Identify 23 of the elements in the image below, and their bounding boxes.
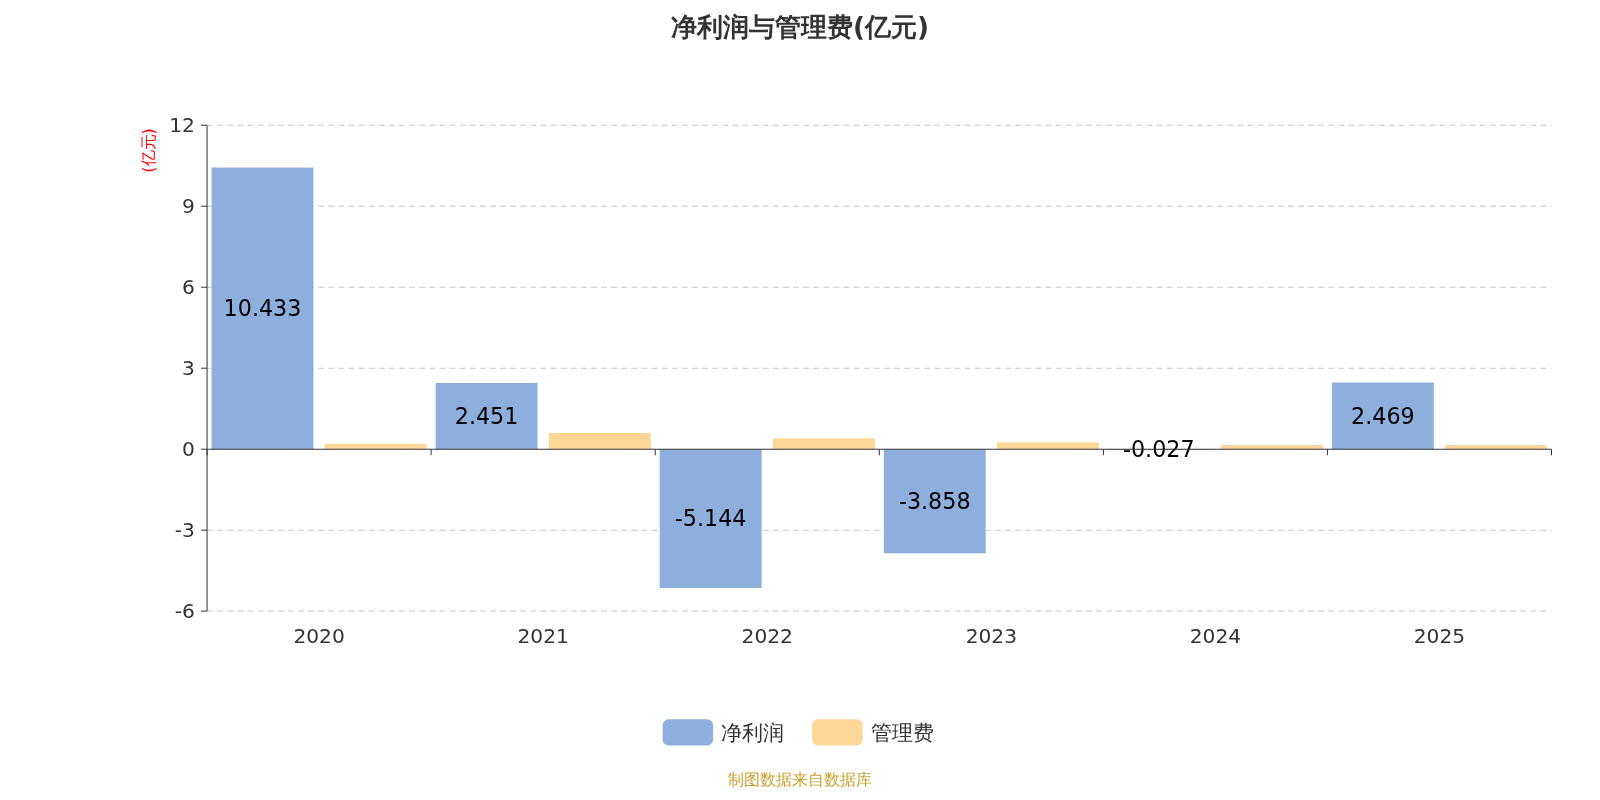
- x-tick-label: 2025: [1413, 624, 1466, 649]
- y-tick-label: 6: [182, 275, 195, 300]
- x-tick-label: 2024: [1189, 624, 1242, 649]
- y-tick-label: 0: [182, 437, 195, 462]
- y-tick-label: -6: [174, 599, 195, 624]
- data-label: -3.858: [898, 488, 971, 514]
- data-label: 2.451: [454, 402, 519, 429]
- legend-label: 净利润: [721, 719, 785, 745]
- x-tick-label: 2021: [517, 624, 569, 649]
- text: 制图数据来自数据库: [728, 769, 872, 789]
- data-label: -5.144: [674, 505, 747, 532]
- x-tick-label: 2022: [741, 624, 793, 649]
- x-tick-label: 2023: [965, 624, 1018, 649]
- y-axis-title: (亿元): [139, 128, 159, 173]
- y-tick-label: -3: [174, 518, 195, 543]
- y-tick-label: 12: [169, 113, 195, 138]
- chart-title: 净利润与管理费(亿元): [671, 12, 929, 43]
- x-tick-label: 2020: [293, 624, 345, 649]
- y-tick-label: 9: [182, 194, 195, 219]
- data-label: 2.469: [1351, 402, 1415, 429]
- data-label: 10.433: [223, 295, 302, 322]
- y-tick-label: 3: [182, 356, 195, 381]
- legend-label: 管理费: [870, 719, 934, 745]
